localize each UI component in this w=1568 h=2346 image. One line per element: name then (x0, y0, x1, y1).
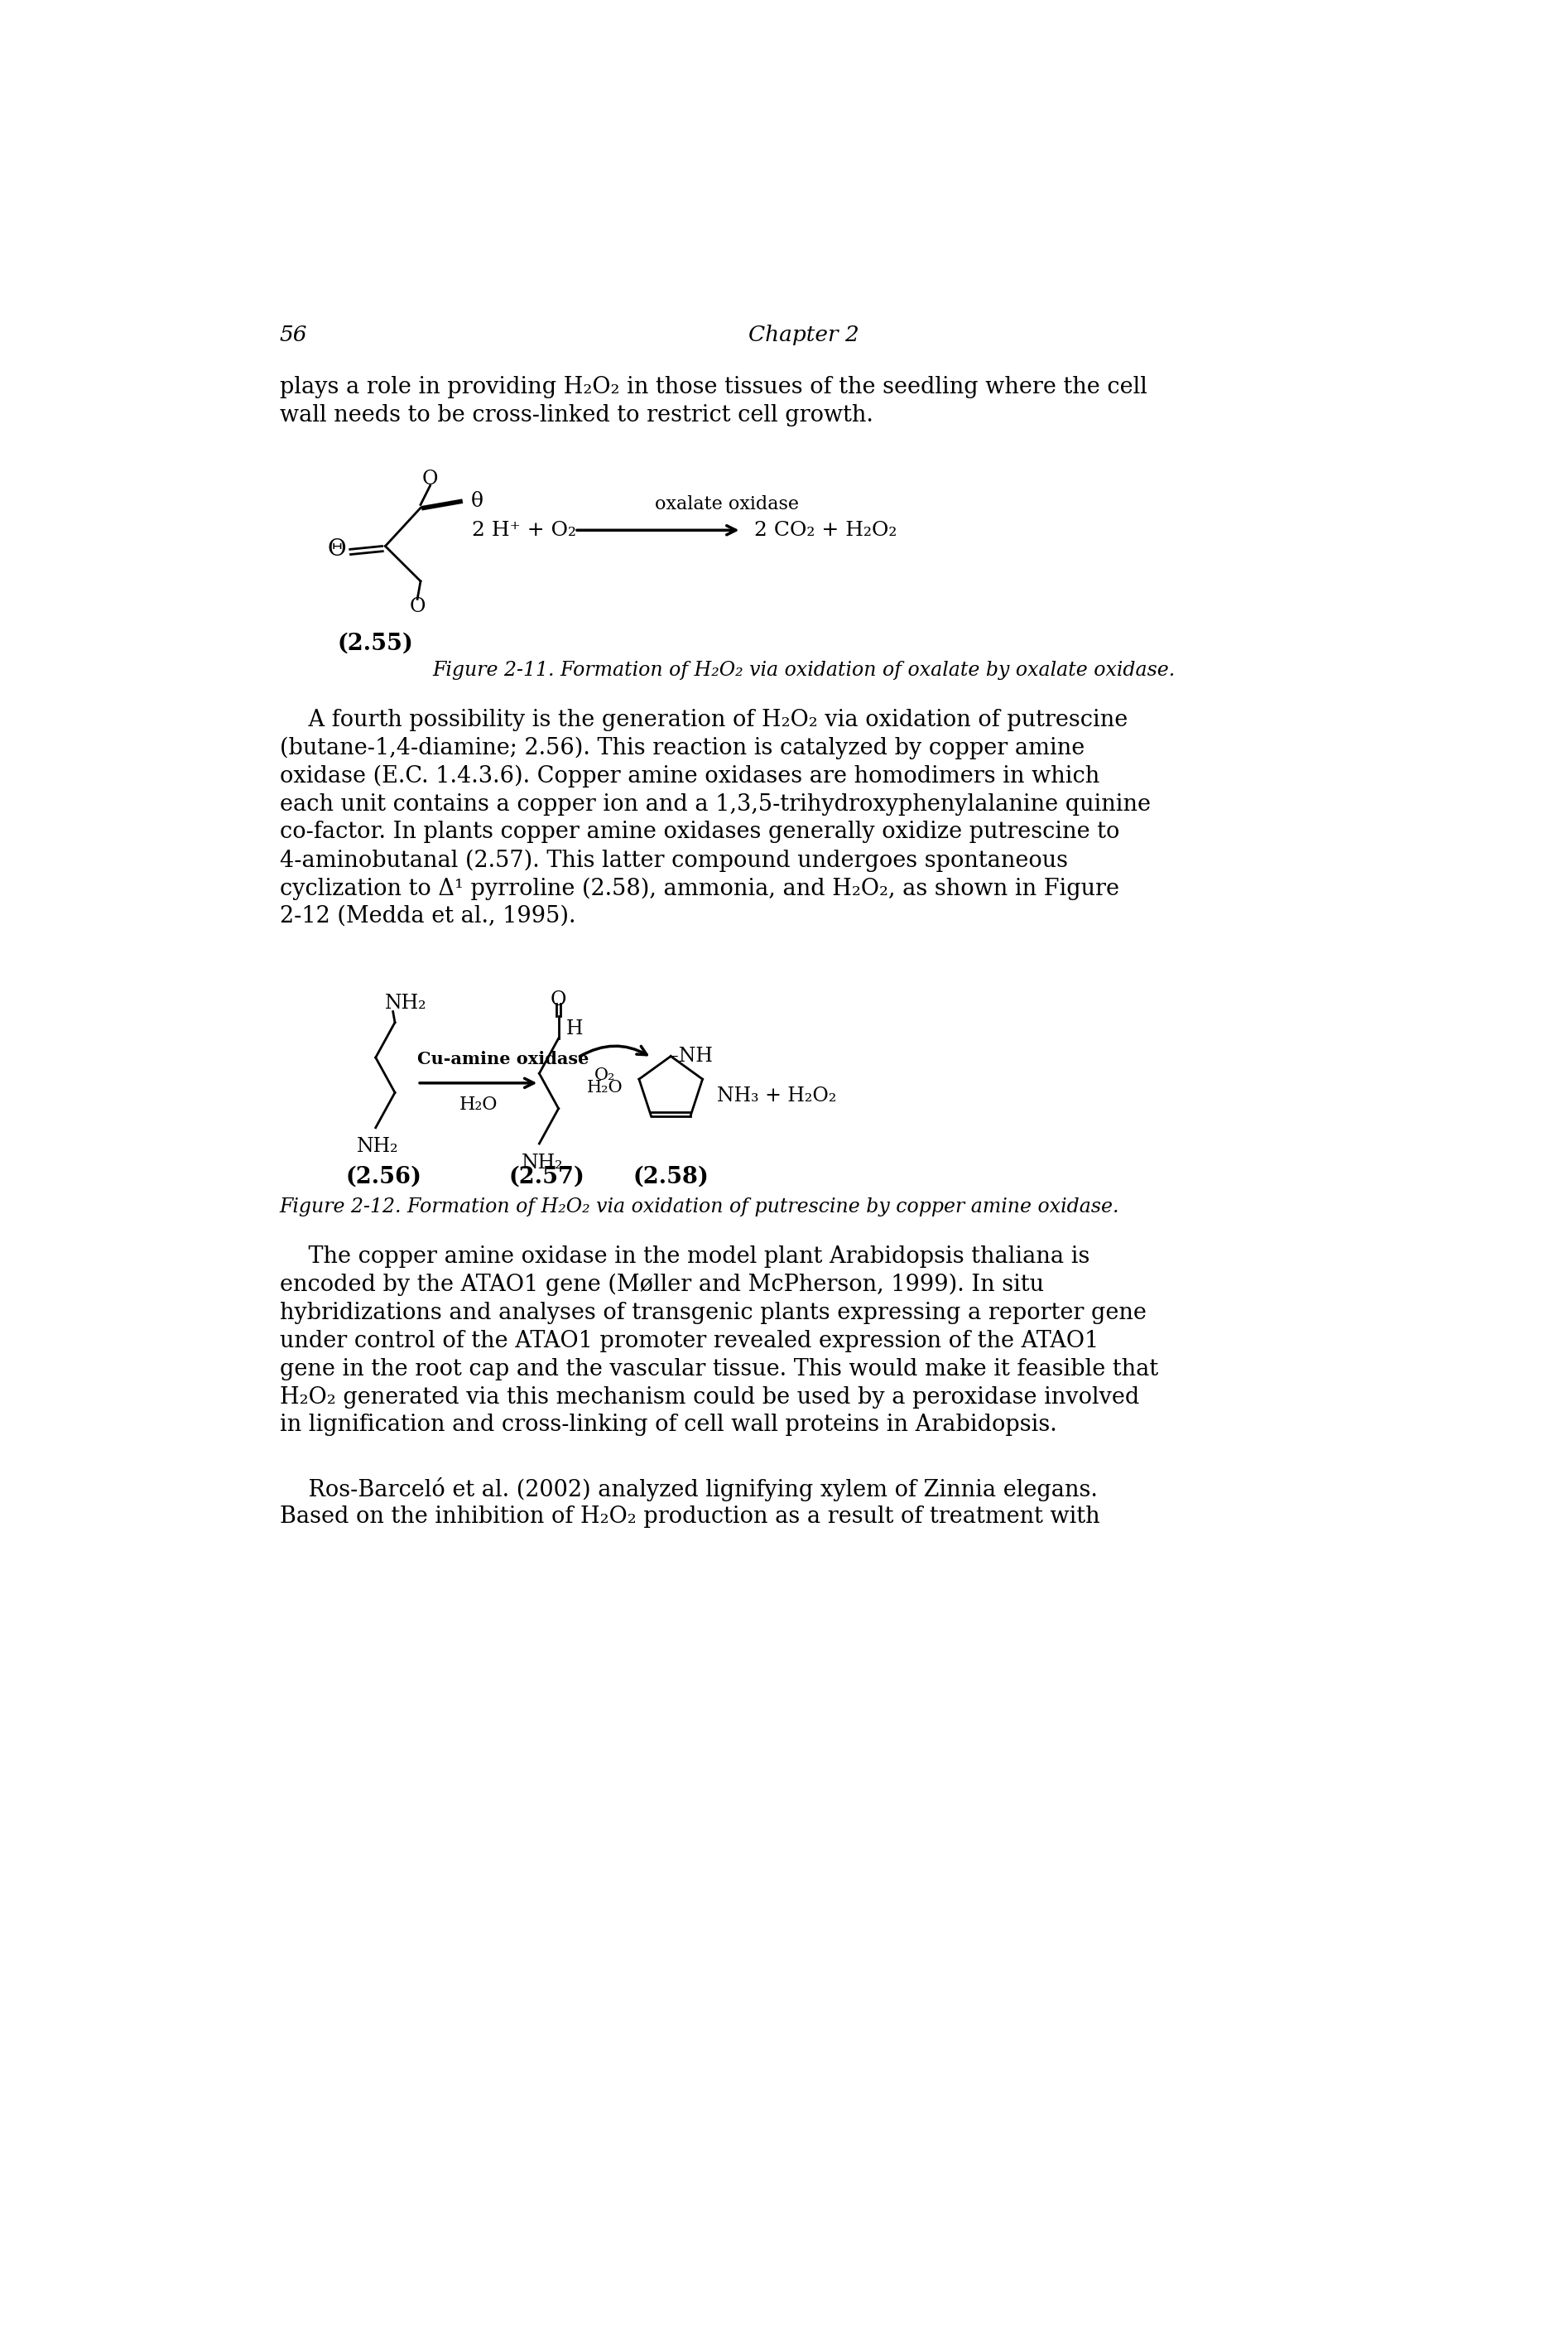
Text: Cu-amine oxidase: Cu-amine oxidase (417, 1051, 590, 1067)
Text: 2 H⁺ + O₂: 2 H⁺ + O₂ (472, 521, 575, 540)
Text: The copper amine oxidase in the model plant Arabidopsis thaliana is: The copper amine oxidase in the model pl… (279, 1246, 1090, 1267)
Text: Based on the inhibition of H₂O₂ production as a result of treatment with: Based on the inhibition of H₂O₂ producti… (279, 1506, 1099, 1527)
Text: NH₃ + H₂O₂: NH₃ + H₂O₂ (717, 1086, 836, 1105)
Text: 4-aminobutanal (2.57). This latter compound undergoes spontaneous: 4-aminobutanal (2.57). This latter compo… (279, 849, 1068, 873)
Text: NH₂: NH₂ (356, 1138, 398, 1157)
Text: H₂O₂ generated via this mechanism could be used by a peroxidase involved: H₂O₂ generated via this mechanism could … (279, 1386, 1138, 1408)
Text: Ros-Barceló et al. (2002) analyzed lignifying xylem of Zinnia elegans.: Ros-Barceló et al. (2002) analyzed ligni… (279, 1478, 1098, 1501)
Text: (2.56): (2.56) (347, 1166, 422, 1189)
Text: (2.58): (2.58) (633, 1166, 709, 1189)
Text: encoded by the ATAO1 gene (Møller and McPherson, 1999). In situ: encoded by the ATAO1 gene (Møller and Mc… (279, 1274, 1044, 1297)
Text: (butane-1,4-diamine; 2.56). This reaction is catalyzed by copper amine: (butane-1,4-diamine; 2.56). This reactio… (279, 737, 1085, 760)
Text: –NH: –NH (670, 1046, 712, 1065)
Text: Figure 2-11. Formation of H₂O₂ via oxidation of oxalate by oxalate oxidase.: Figure 2-11. Formation of H₂O₂ via oxida… (433, 662, 1174, 680)
Text: NH₂: NH₂ (521, 1154, 563, 1173)
Text: (2.55): (2.55) (337, 631, 414, 655)
Text: oxidase (E.C. 1.4.3.6). Copper amine oxidases are homodimers in which: oxidase (E.C. 1.4.3.6). Copper amine oxi… (279, 765, 1099, 788)
Text: Θ: Θ (328, 537, 347, 561)
Text: (2.57): (2.57) (510, 1166, 585, 1189)
Text: H: H (566, 1018, 583, 1039)
Text: 2-12 (Medda et al., 1995).: 2-12 (Medda et al., 1995). (279, 906, 575, 927)
Text: under control of the ATAO1 promoter revealed expression of the ATAO1: under control of the ATAO1 promoter reve… (279, 1330, 1099, 1351)
Text: wall needs to be cross-linked to restrict cell growth.: wall needs to be cross-linked to restric… (279, 404, 873, 427)
Text: gene in the root cap and the vascular tissue. This would make it feasible that: gene in the root cap and the vascular ti… (279, 1358, 1157, 1379)
Text: each unit contains a copper ion and a 1,3,5-trihydroxyphenylalanine quinine: each unit contains a copper ion and a 1,… (279, 793, 1151, 816)
Text: hybridizations and analyses of transgenic plants expressing a reporter gene: hybridizations and analyses of transgeni… (279, 1302, 1146, 1323)
Text: θ: θ (470, 493, 483, 511)
Text: H₂O: H₂O (459, 1096, 497, 1114)
Text: O: O (409, 598, 425, 617)
Text: H₂O: H₂O (586, 1079, 622, 1096)
Text: cyclization to Δ¹ pyrroline (2.58), ammonia, and H₂O₂, as shown in Figure: cyclization to Δ¹ pyrroline (2.58), ammo… (279, 877, 1120, 901)
Text: 56: 56 (279, 324, 307, 345)
Text: plays a role in providing H₂O₂ in those tissues of the seedling where the cell: plays a role in providing H₂O₂ in those … (279, 375, 1146, 399)
Text: oxalate oxidase: oxalate oxidase (654, 495, 798, 514)
Text: O: O (422, 469, 439, 488)
Text: NH₂: NH₂ (386, 995, 426, 1013)
Text: O₂: O₂ (594, 1067, 616, 1084)
Text: in lignification and cross-linking of cell wall proteins in Arabidopsis.: in lignification and cross-linking of ce… (279, 1415, 1057, 1436)
Text: A fourth possibility is the generation of H₂O₂ via oxidation of putrescine: A fourth possibility is the generation o… (279, 708, 1127, 732)
Text: Figure 2-12. Formation of H₂O₂ via oxidation of putrescine by copper amine oxida: Figure 2-12. Formation of H₂O₂ via oxida… (279, 1199, 1120, 1218)
Text: O: O (550, 990, 566, 1009)
Text: 2 CO₂ + H₂O₂: 2 CO₂ + H₂O₂ (754, 521, 897, 540)
Text: co-factor. In plants copper amine oxidases generally oxidize putrescine to: co-factor. In plants copper amine oxidas… (279, 821, 1120, 842)
Text: Chapter 2: Chapter 2 (748, 324, 859, 345)
